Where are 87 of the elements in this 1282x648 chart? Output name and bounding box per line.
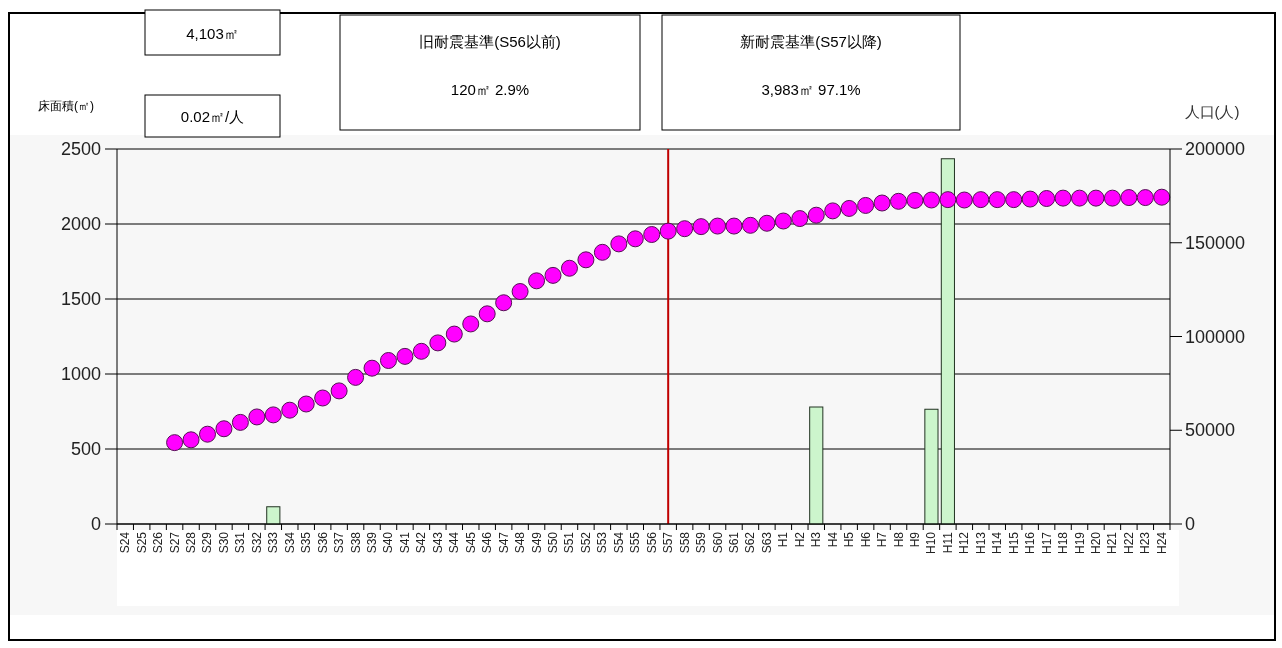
y-tick-label: 0 <box>90 514 101 534</box>
y2-tick-label: 200000 <box>1185 139 1246 159</box>
x-tick-label: H24 <box>1154 531 1169 555</box>
x-tick-label: H17 <box>1039 531 1054 555</box>
x-tick-label: S47 <box>496 531 511 554</box>
x-tick-label: S45 <box>463 531 478 554</box>
text: 120㎡ 2.9% <box>450 81 530 98</box>
x-tick-label: S31 <box>233 531 248 554</box>
x-tick-label: H18 <box>1056 531 1071 555</box>
x-tick-label: S32 <box>249 531 264 554</box>
x-tick-label: H3 <box>809 531 824 548</box>
bar <box>924 408 939 525</box>
x-tick-label: H23 <box>1138 531 1153 555</box>
text: 旧耐震基準(S56以前) <box>419 33 561 50</box>
x-tick-label: S63 <box>759 531 774 554</box>
x-tick-label: H4 <box>825 531 840 548</box>
x-tick-label: S61 <box>726 531 741 554</box>
text: 0.02㎡/人 <box>180 108 245 125</box>
x-tick-label: S39 <box>365 531 380 554</box>
x-tick-label: S59 <box>694 531 709 554</box>
x-tick-label: S25 <box>134 531 149 554</box>
x-tick-label: S35 <box>299 531 314 554</box>
x-tick-label: H5 <box>842 531 857 548</box>
bar <box>940 158 955 525</box>
x-tick-label: H1 <box>776 531 791 548</box>
x-tick-label: S50 <box>546 531 561 554</box>
y-tick-label: 2000 <box>60 214 101 234</box>
x-tick-label: S34 <box>282 531 297 554</box>
x-tick-label: H6 <box>858 531 873 548</box>
x-tick-label: S46 <box>480 531 495 554</box>
x-tick-label: S52 <box>578 531 593 554</box>
y-tick-label: 1000 <box>60 364 101 384</box>
x-tick-label: S29 <box>200 531 215 554</box>
y2-tick-label: 150000 <box>1185 232 1246 253</box>
x-tick-label: H12 <box>957 531 972 555</box>
x-tick-label: S51 <box>562 531 577 554</box>
x-tick-label: S54 <box>611 531 626 554</box>
x-tick-label: H2 <box>792 531 807 548</box>
x-tick-label: S57 <box>661 531 676 554</box>
x-tick-label: S55 <box>628 531 643 554</box>
x-tick-label: H14 <box>990 531 1005 555</box>
text: 4,103㎡ <box>186 24 239 42</box>
x-tick-label: S36 <box>315 531 330 554</box>
x-tick-label: H10 <box>924 531 939 555</box>
x-tick-label: S26 <box>151 531 166 554</box>
x-tick-label: H9 <box>907 531 922 548</box>
x-tick-label: H15 <box>1006 531 1021 555</box>
x-tick-label: S49 <box>529 531 544 554</box>
x-tick-label: S30 <box>216 531 231 554</box>
x-tick-label: H13 <box>973 531 988 555</box>
x-tick-label: H8 <box>891 531 906 548</box>
y-tick-label: 500 <box>70 439 101 459</box>
x-tick-label: S24 <box>118 531 133 554</box>
x-tick-label: S41 <box>397 531 412 554</box>
bar <box>266 506 281 525</box>
x-tick-label: S37 <box>332 531 347 554</box>
x-tick-label: S42 <box>414 531 429 554</box>
text: 新耐震基準(S57以降) <box>740 33 882 50</box>
x-tick-label: H16 <box>1023 531 1038 555</box>
x-tick-label: H22 <box>1121 531 1136 555</box>
x-tick-label: H20 <box>1088 531 1103 555</box>
x-tick-label: H21 <box>1105 531 1120 555</box>
x-tick-label: S60 <box>710 531 725 554</box>
x-tick-label: S33 <box>266 531 281 554</box>
bar <box>809 406 824 525</box>
x-tick-label: S58 <box>677 531 692 554</box>
x-tick-label: S40 <box>381 531 396 554</box>
x-tick-label: H19 <box>1072 531 1087 555</box>
y2-tick-label: 100000 <box>1185 326 1246 347</box>
x-tick-label: S27 <box>167 531 182 554</box>
x-tick-label: S28 <box>184 531 199 554</box>
y-axis-title: 床面積(㎡) <box>38 99 94 113</box>
x-tick-label: H11 <box>940 531 955 554</box>
x-tick-label: S53 <box>595 531 610 554</box>
y-tick-label: 2500 <box>60 139 101 159</box>
x-tick-label: H7 <box>875 531 890 548</box>
text: 3,983㎡ 97.1% <box>761 81 861 98</box>
x-tick-label: S43 <box>430 531 445 554</box>
y2-axis-title: 人口(人) <box>1184 103 1240 120</box>
x-tick-label: S62 <box>743 531 758 554</box>
x-tick-label: S56 <box>644 531 659 554</box>
y-tick-label: 1500 <box>60 289 101 309</box>
x-tick-label: S38 <box>348 531 363 554</box>
y2-tick-label: 50000 <box>1185 420 1236 441</box>
x-tick-label: S44 <box>447 531 462 554</box>
x-tick-label: S48 <box>513 531 528 554</box>
y2-tick-label: 0 <box>1185 514 1196 534</box>
